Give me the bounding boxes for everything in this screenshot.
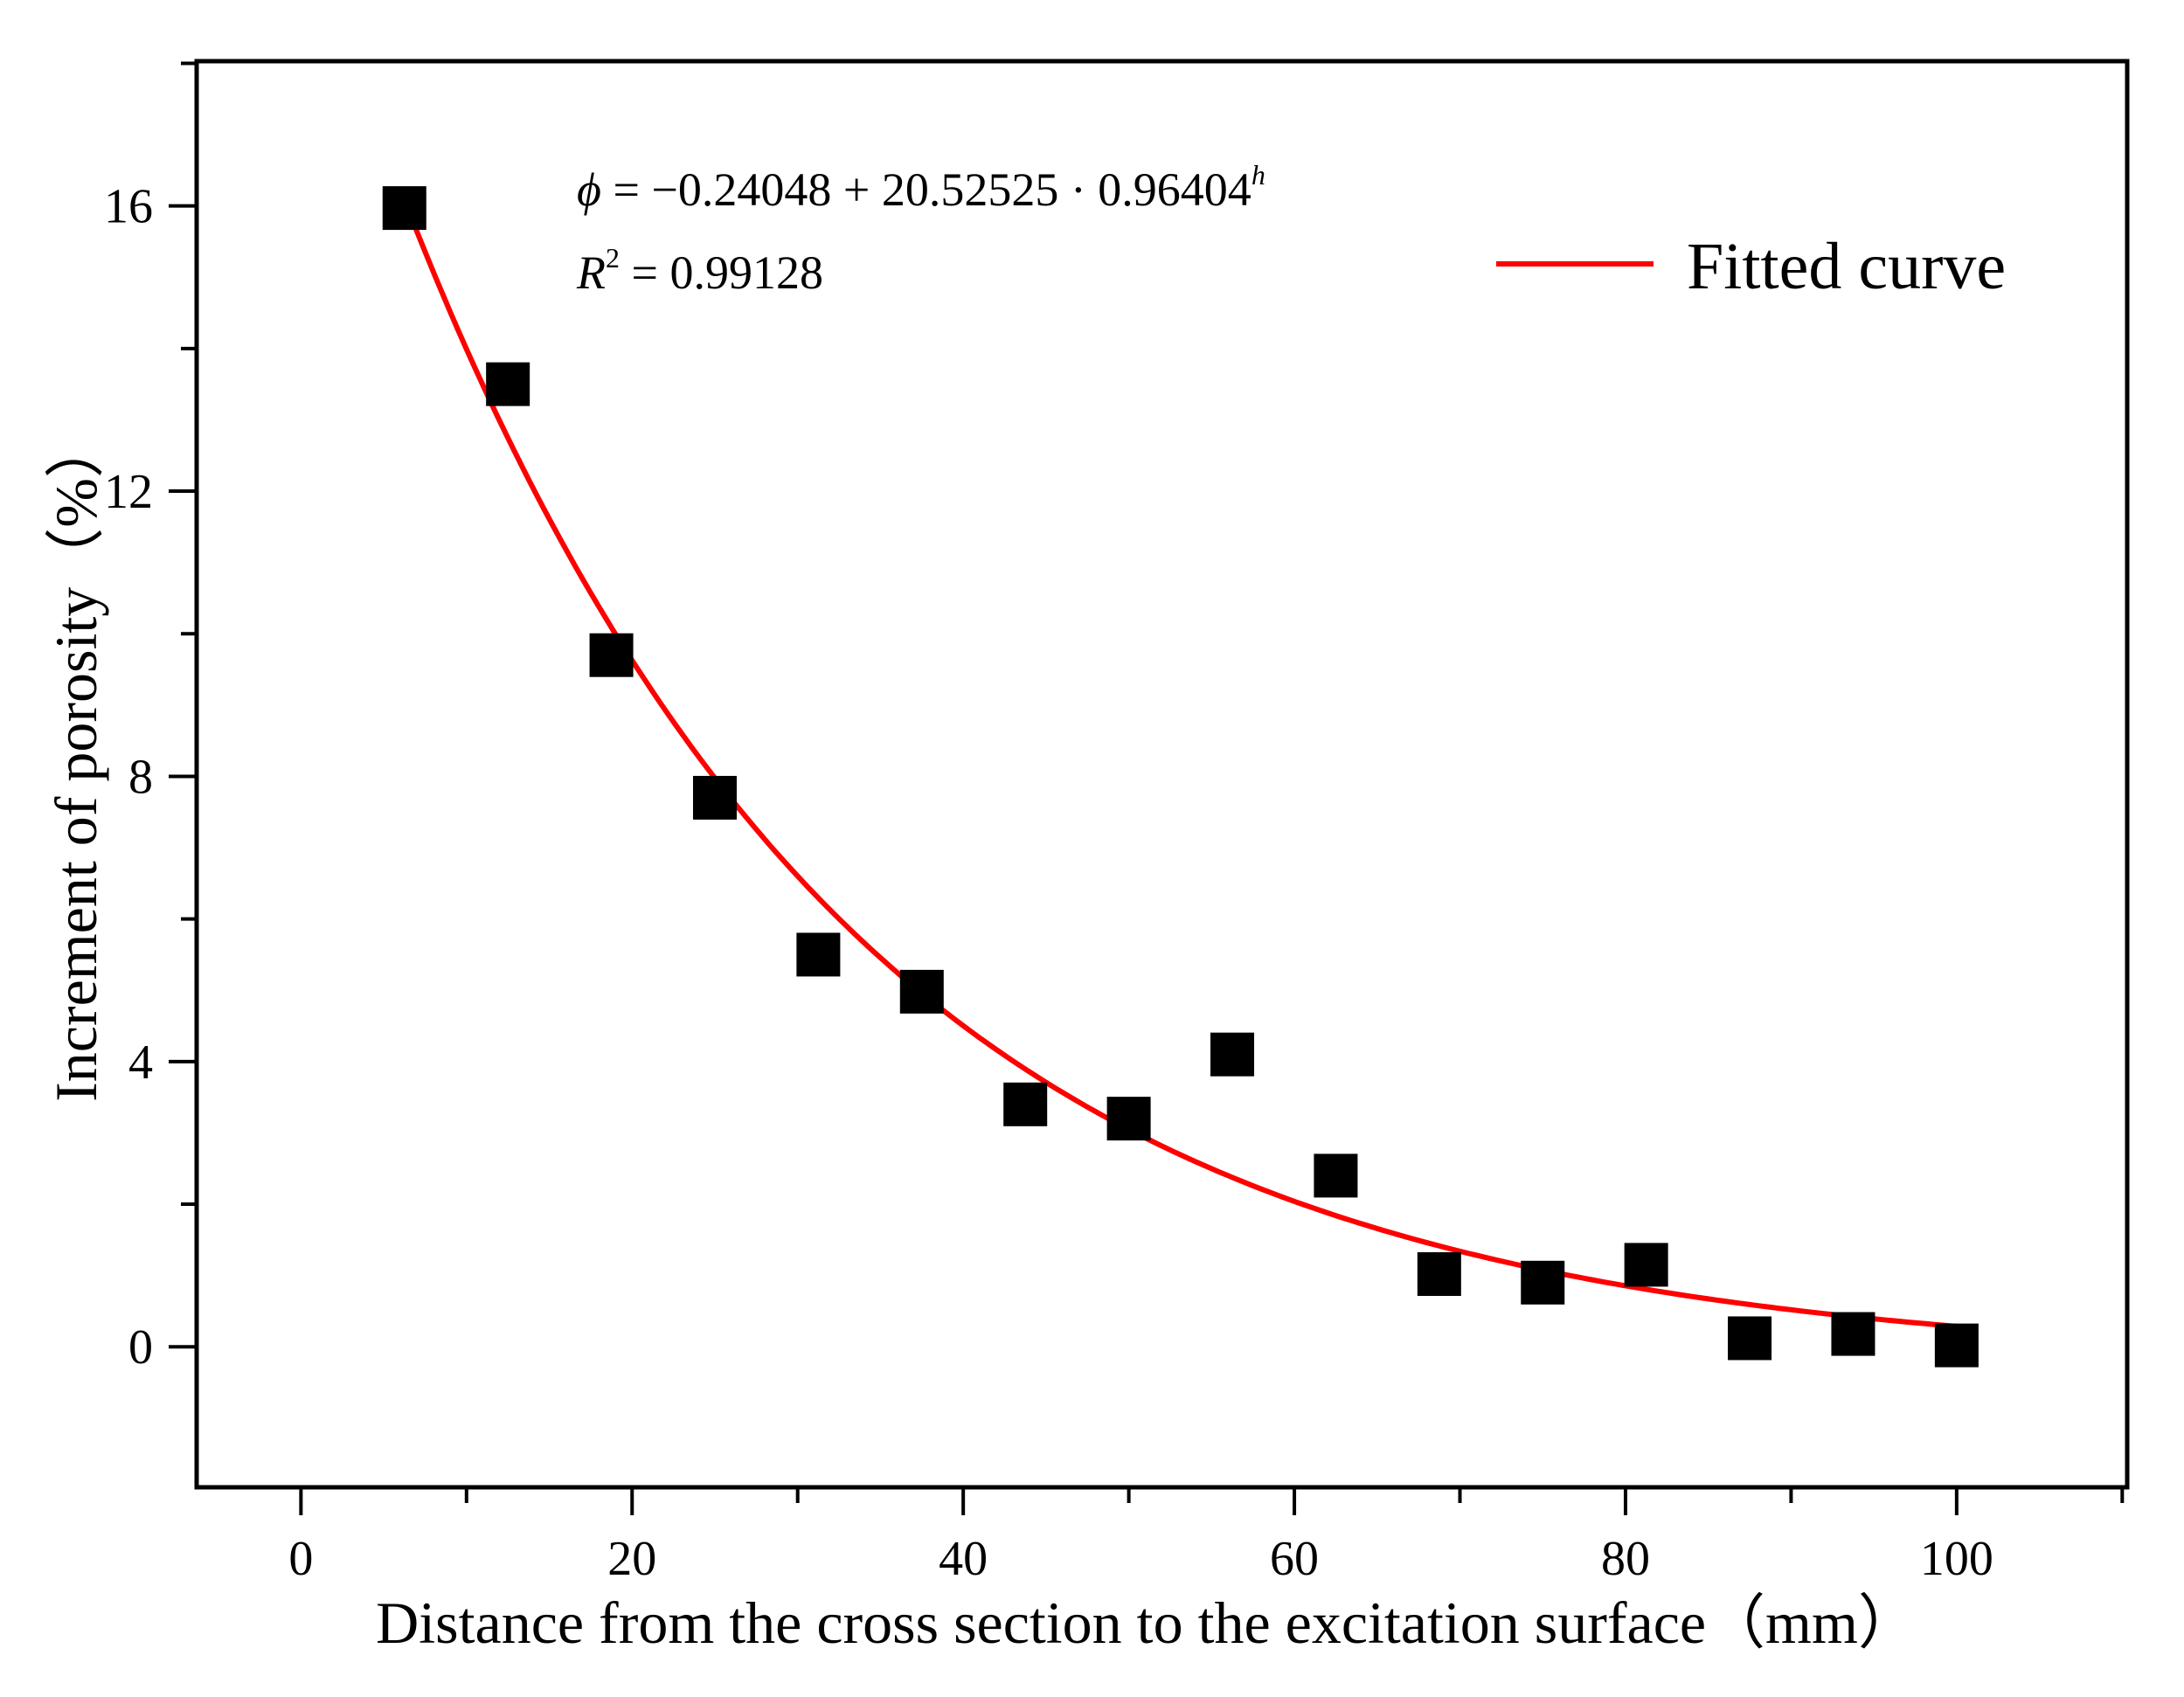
data-point (1521, 1260, 1565, 1305)
x-tick-label: 0 (288, 1532, 313, 1586)
data-point (1314, 1153, 1358, 1198)
x-tick-label: 100 (1920, 1532, 1993, 1586)
data-point (692, 775, 737, 820)
r2-exponent: 2 (606, 242, 620, 274)
data-point (1210, 1032, 1255, 1077)
equation-rhs: = −0.24048 + 20.52525 · 0.96404 (601, 163, 1251, 216)
y-tick-label: 16 (104, 180, 153, 234)
fit-equation: ϕ = −0.24048 + 20.52525 · 0.96404h (577, 159, 1265, 216)
r2-value: = 0.99128 (620, 246, 823, 299)
y-tick-label: 0 (128, 1320, 153, 1375)
data-point (899, 969, 944, 1014)
y-tick-label: 4 (128, 1036, 153, 1090)
x-axis-title: Distance from the cross section to the e… (376, 1590, 1917, 1656)
data-point (1417, 1252, 1461, 1297)
equation-exponent: h (1251, 159, 1265, 190)
data-point (382, 186, 426, 231)
fitted-curve-line (402, 198, 1958, 1329)
equation-phi: ϕ (577, 163, 601, 216)
data-point (486, 362, 530, 406)
data-point (1106, 1097, 1151, 1141)
x-tick-label: 40 (939, 1532, 988, 1586)
data-point (1624, 1243, 1668, 1287)
x-tick-label: 80 (1601, 1532, 1650, 1586)
data-point (1934, 1323, 1979, 1368)
data-points (382, 186, 1979, 1368)
r2-symbol: R (576, 246, 606, 299)
y-tick-label: 12 (104, 465, 153, 519)
data-point (796, 932, 841, 977)
r-squared-label: R2 = 0.99128 (576, 242, 823, 299)
data-point (1728, 1316, 1772, 1361)
axis-ticks (169, 61, 2125, 1515)
plot-frame (194, 59, 2130, 1490)
y-axis-title: Increment of porosity（%） (43, 419, 109, 1102)
tick-labels: 0 20 40 60 80 100 0 4 8 12 16 (104, 180, 1993, 1586)
legend-fitted-curve-label: Fitted curve (1687, 230, 2006, 303)
data-point (1003, 1082, 1048, 1126)
data-point (589, 633, 634, 677)
data-point (1831, 1312, 1875, 1356)
x-tick-label: 20 (607, 1532, 656, 1586)
y-tick-label: 8 (128, 750, 153, 804)
legend: Fitted curve (1496, 230, 2006, 303)
x-tick-label: 60 (1270, 1532, 1319, 1586)
